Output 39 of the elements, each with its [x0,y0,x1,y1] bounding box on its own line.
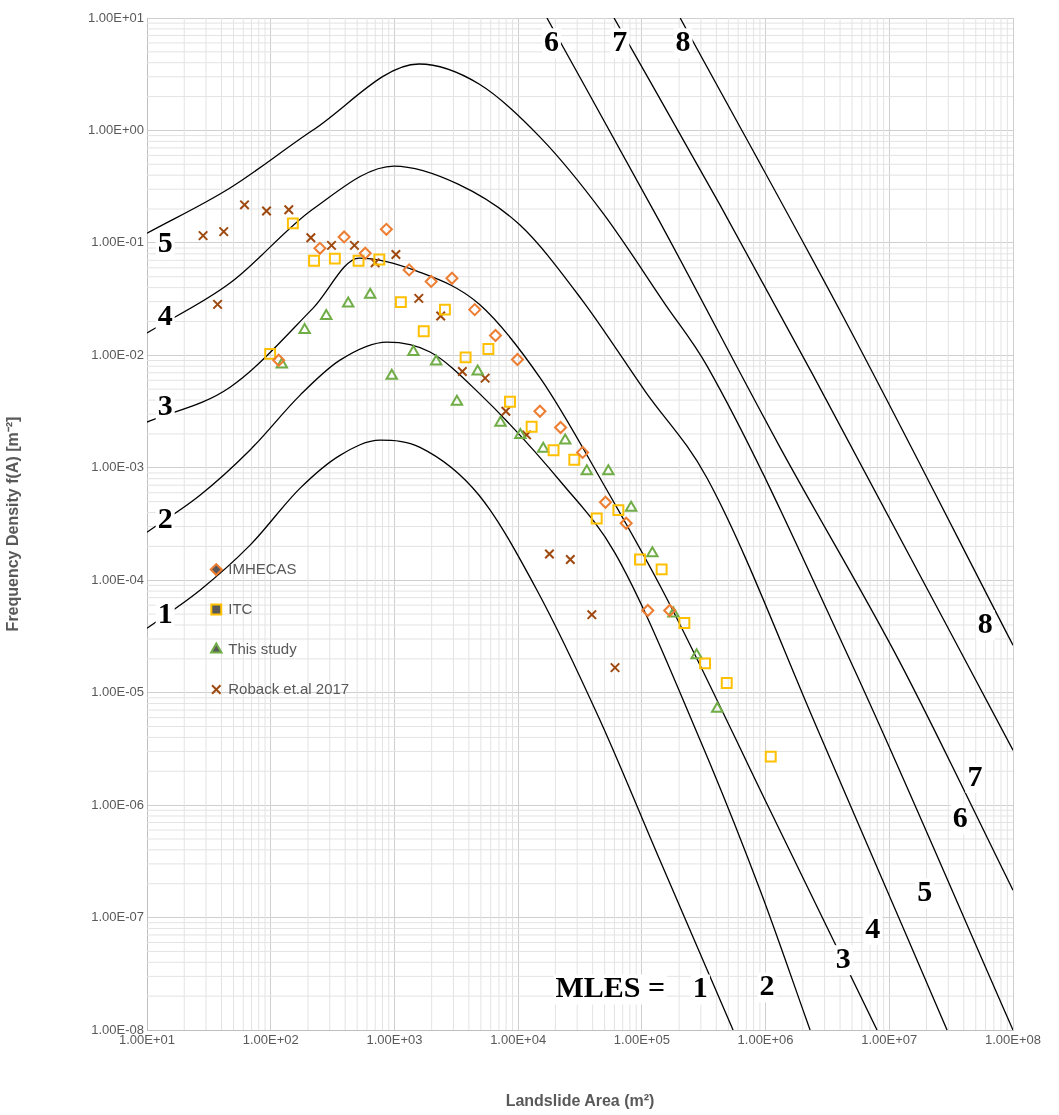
annotation: 3 [835,940,851,974]
legend-label: ITC [228,599,253,617]
x-tick-label: 1.00E+05 [613,1032,670,1048]
x-tick-label: 1.00E+02 [242,1032,299,1048]
annotation: MLES = [555,970,666,1004]
y-tick-label: 1.00E+01 [87,9,144,25]
y-tick-label: 1.00E-02 [91,346,144,362]
y-tick-label: 1.00E-04 [91,571,144,587]
annotation: 8 [675,24,691,58]
x-axis-title: Landslide Area (m²) [505,1091,655,1109]
annotation: 4 [865,910,881,944]
annotation: 4 [157,298,173,332]
x-tick-label: 1.00E+04 [490,1032,547,1048]
legend-label: This study [228,639,298,657]
annotation: 5 [917,874,933,908]
annotation: 7 [967,758,983,792]
y-tick-label: 1.00E-01 [91,234,144,250]
x-tick-label: 1.00E+03 [366,1032,423,1048]
annotation: 3 [157,388,173,422]
legend-label: IMHECAS [228,559,297,577]
y-tick-label: 1.00E-05 [91,684,144,700]
annotation: 8 [977,605,993,639]
y-tick-label: 1.00E-03 [91,459,144,475]
annotation: 6 [543,24,559,58]
annotation: 1 [692,970,708,1004]
annotation: 6 [952,800,968,834]
annotation: 2 [157,500,173,534]
y-tick-label: 1.00E-06 [91,796,144,812]
annotation: 2 [759,968,775,1002]
annotation: 1 [157,595,173,629]
annotation: 7 [612,24,628,58]
y-axis-title: Frequency Density f(A) [m⁻²] [4,416,22,632]
legend-label: Roback et.al 2017 [228,679,350,697]
y-tick-label: 1.00E-07 [91,909,144,925]
annotation: 5 [157,225,173,259]
x-tick-label: 1.00E+06 [737,1032,794,1048]
x-tick-label: 1.00E+07 [861,1032,918,1048]
x-tick-label: 1.00E+08 [984,1032,1042,1048]
y-tick-label: 1.00E+00 [87,122,144,138]
